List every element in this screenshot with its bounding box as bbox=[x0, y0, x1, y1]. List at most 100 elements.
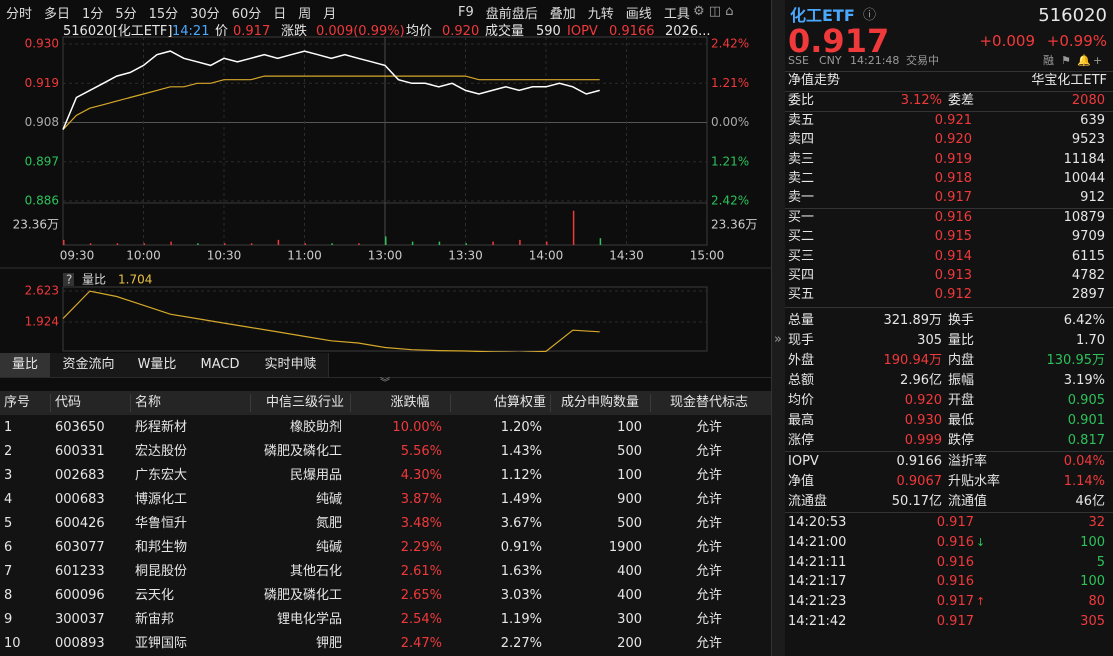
meta: 14:21:48 bbox=[850, 54, 900, 67]
splitter-arrow[interactable]: » bbox=[774, 332, 782, 347]
tab[interactable]: W量比 bbox=[127, 353, 188, 377]
tab[interactable]: 资金流向 bbox=[50, 353, 128, 377]
splitter[interactable]: » bbox=[771, 0, 786, 656]
column-header: 成分申购数量 bbox=[560, 395, 640, 410]
table-cell: 603650 bbox=[55, 420, 105, 435]
toolbar-button[interactable]: 叠加 bbox=[549, 6, 576, 22]
collapse-arrow[interactable]: ︾ bbox=[380, 378, 390, 389]
toolbar-button[interactable]: 30分 bbox=[190, 6, 220, 22]
help-box bbox=[63, 273, 74, 286]
stat-value: 0.817 bbox=[1067, 433, 1105, 448]
price-change-pct: +0.99% bbox=[1046, 32, 1107, 50]
tick-time: 14:21:17 bbox=[788, 574, 847, 590]
table-cell: 亚钾国际 bbox=[135, 636, 188, 651]
ask-volume: 9523 bbox=[1071, 132, 1105, 148]
stat-label: 外盘 bbox=[788, 353, 815, 368]
iopv-label: 升贴水率 bbox=[948, 474, 1001, 489]
table-cell: 603077 bbox=[55, 540, 105, 555]
toolbar-icons[interactable]: ⚙ ◫ ⌂ bbox=[693, 4, 734, 19]
iopv-label: 流通盘 bbox=[788, 494, 828, 509]
toolbar-button[interactable]: 分时 bbox=[6, 6, 33, 22]
table-cell: 100 bbox=[617, 468, 642, 483]
toolbar-button[interactable]: 60分 bbox=[231, 6, 262, 22]
iopv-value: 46亿 bbox=[1075, 494, 1105, 509]
volume-bar bbox=[277, 239, 280, 245]
toolbar-button[interactable]: 盘前盘后 bbox=[485, 6, 538, 22]
header-change-label: 涨跌 bbox=[281, 24, 308, 39]
action-icon[interactable]: ⚑ bbox=[1061, 54, 1071, 67]
header-iopv: 0.9166 bbox=[609, 24, 655, 39]
ask-volume: 912 bbox=[1080, 190, 1105, 206]
table-cell: 600331 bbox=[55, 444, 105, 459]
x-tick-label: 09:30 bbox=[60, 249, 95, 263]
toolbar-button[interactable]: 周 bbox=[298, 6, 312, 22]
action-icon[interactable]: + bbox=[1093, 54, 1103, 67]
table-cell: 2 bbox=[4, 444, 13, 459]
tab[interactable]: MACD bbox=[187, 353, 254, 377]
column-header: 中信三级行业 bbox=[265, 395, 345, 410]
tab-label: W量比 bbox=[137, 357, 177, 372]
toolbar-button[interactable]: 5分 bbox=[115, 6, 137, 22]
iopv-value: 0.9166 bbox=[896, 454, 943, 469]
volume-bar bbox=[358, 243, 360, 245]
tag: 融 bbox=[1043, 54, 1054, 67]
separator bbox=[785, 451, 1113, 452]
table-cell: 4.30% bbox=[400, 468, 442, 483]
bid-price: 0.916 bbox=[934, 210, 972, 225]
table-cell: 3.87% bbox=[400, 492, 442, 507]
toolbar-button[interactable]: 月 bbox=[323, 6, 337, 22]
tab[interactable]: 实时申赎 bbox=[253, 353, 329, 377]
toolbar-button[interactable]: 日 bbox=[273, 6, 287, 22]
tick-volume: 305 bbox=[1080, 614, 1105, 629]
stat-label: 总额 bbox=[788, 373, 815, 388]
toolbar-right: F9 盘前盘后 叠加 九转 画线 工具 bbox=[452, 0, 696, 24]
bid-volume: 4782 bbox=[1071, 267, 1105, 283]
bid-volume: 6115 bbox=[1071, 248, 1105, 264]
toolbar-button[interactable]: 九转 bbox=[587, 6, 614, 22]
toolbar-button[interactable]: F9 bbox=[458, 4, 474, 20]
tab[interactable]: 量比 bbox=[0, 353, 51, 377]
table-cell: 600096 bbox=[55, 588, 105, 603]
table-cell: 2.27% bbox=[500, 636, 542, 651]
column-divider bbox=[550, 394, 551, 412]
toolbar-button[interactable]: 1分 bbox=[82, 6, 104, 22]
iopv-value: 0.9067 bbox=[896, 474, 943, 489]
table-cell: 桐昆股份 bbox=[135, 564, 188, 579]
table-cell: 8 bbox=[4, 588, 13, 603]
action-icon[interactable]: 🔔 bbox=[1077, 54, 1091, 67]
volume-bar bbox=[465, 243, 467, 245]
pct-tick-label: 2.42% bbox=[711, 37, 749, 51]
help-icon: ? bbox=[66, 273, 72, 287]
bid-volume: 9709 bbox=[1071, 229, 1105, 245]
tick-price: 0.917 bbox=[936, 614, 974, 629]
y-tick-label: 0.930 bbox=[25, 37, 59, 51]
header-avg: 0.920 bbox=[442, 24, 480, 39]
table-cell: 10 bbox=[4, 636, 21, 651]
info-icon[interactable]: ⓘ bbox=[863, 8, 877, 23]
tick-arrow: ↑ bbox=[976, 595, 986, 609]
stat-value: 6.42% bbox=[1063, 313, 1105, 328]
ask-price: 0.920 bbox=[934, 132, 972, 148]
volume-bar bbox=[170, 241, 172, 245]
ask-volume: 639 bbox=[1080, 113, 1105, 128]
table-cell: 6 bbox=[4, 540, 13, 555]
table-cell: 博源化工 bbox=[135, 492, 188, 507]
separator bbox=[785, 208, 1113, 209]
table-cell: 允许 bbox=[695, 564, 723, 579]
toolbar-button[interactable]: 15分 bbox=[148, 6, 179, 22]
volume-bar bbox=[116, 243, 119, 245]
table-cell: 新宙邦 bbox=[135, 612, 175, 627]
table-cell: 3.03% bbox=[500, 588, 542, 603]
separator bbox=[785, 111, 1113, 112]
table-cell: 0.91% bbox=[500, 540, 542, 555]
iopv-label: 净值 bbox=[788, 474, 815, 489]
pct-tick-label: 0.00% bbox=[711, 115, 749, 129]
toolbar-button[interactable]: 画线 bbox=[625, 6, 652, 22]
toolbar-button[interactable]: 工具 bbox=[663, 6, 690, 22]
price-line bbox=[62, 50, 600, 130]
toolbar-button[interactable]: 多日 bbox=[44, 6, 71, 22]
table-cell: 400 bbox=[617, 588, 642, 603]
stat-value: 1.70 bbox=[1076, 333, 1105, 348]
bid-price: 0.915 bbox=[934, 229, 972, 245]
